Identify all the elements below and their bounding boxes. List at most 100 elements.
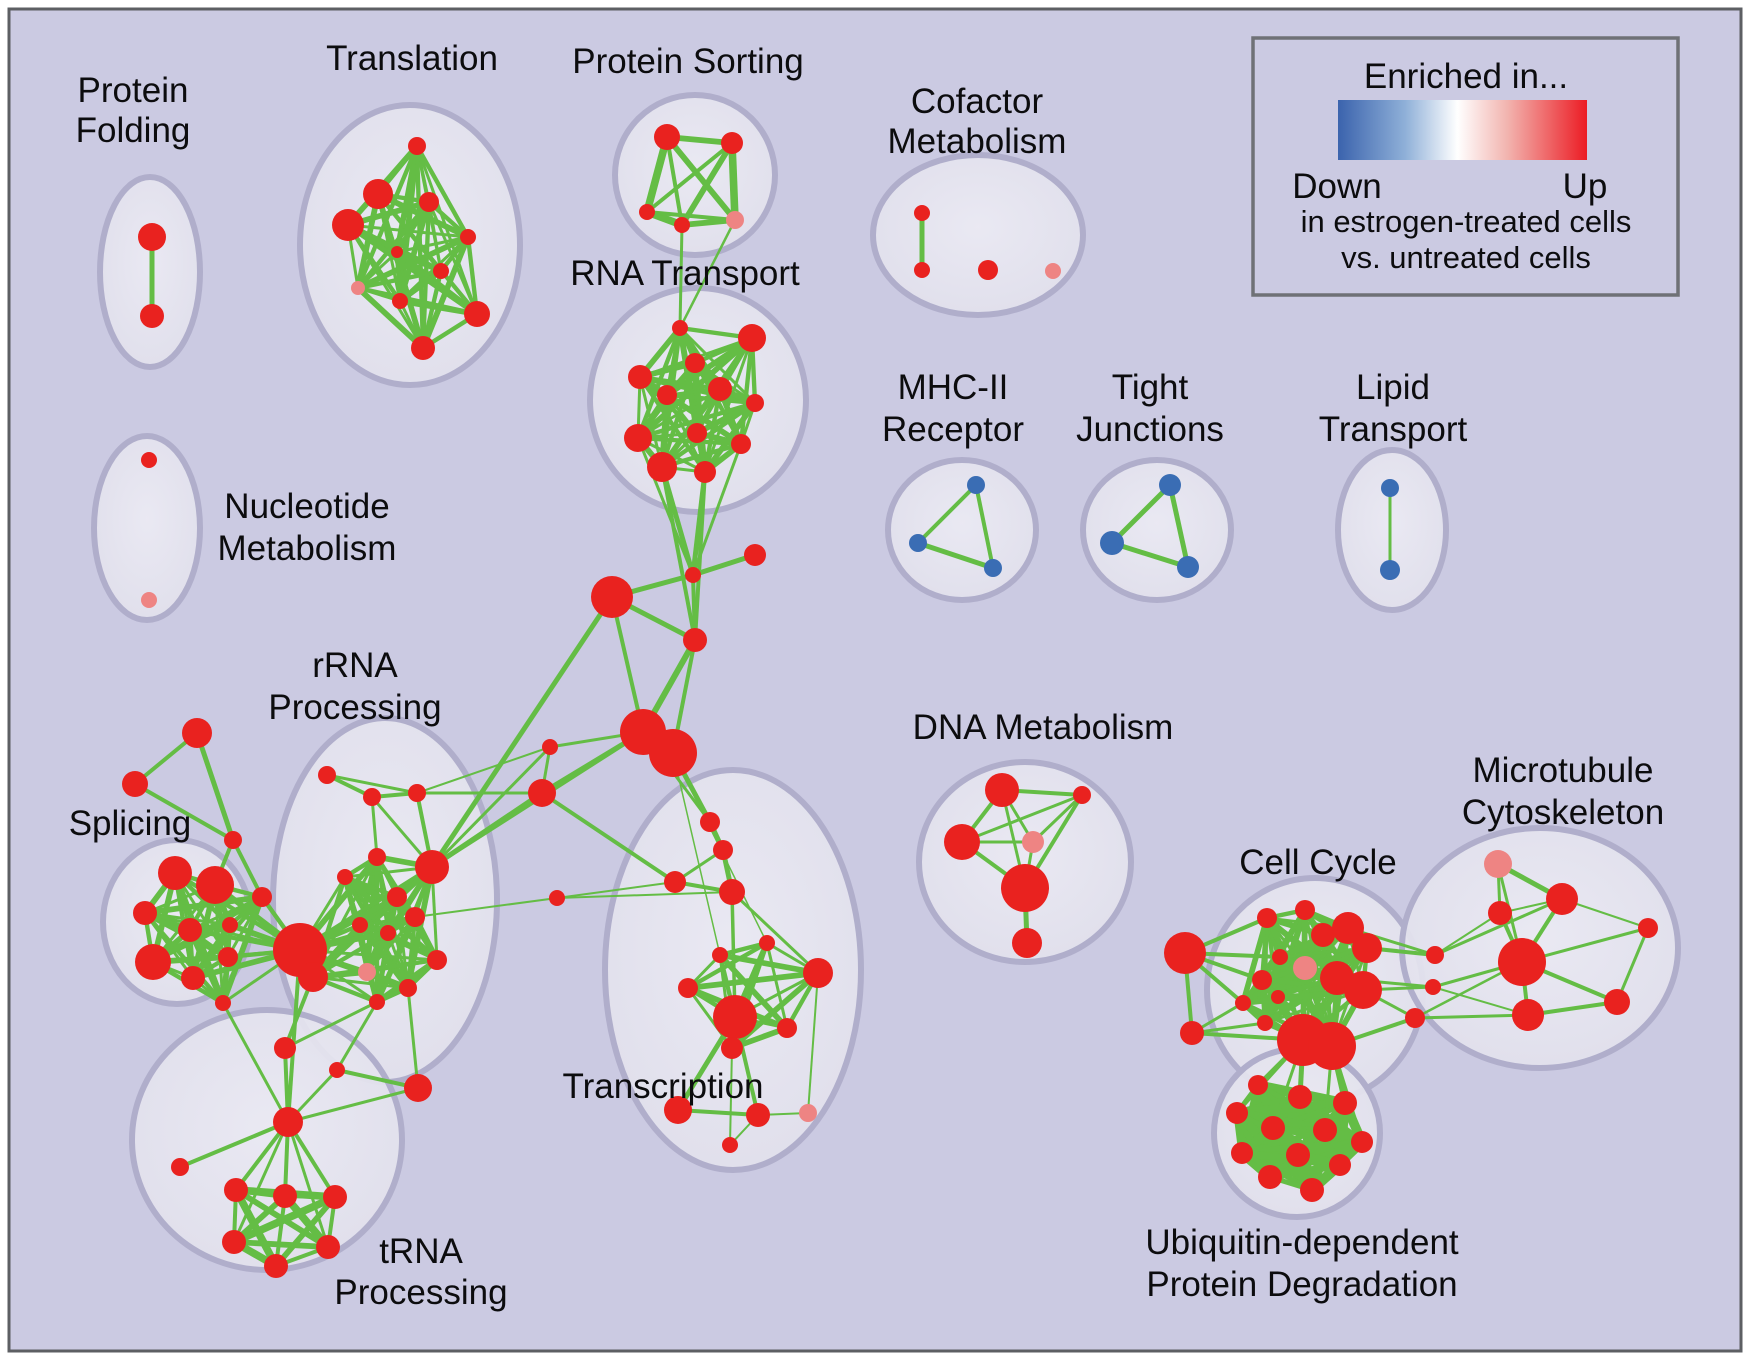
network-edge [191, 895, 264, 980]
network-node-TRH [273, 1107, 303, 1137]
legend-up-label: Up [1563, 167, 1608, 206]
network-node-T10 [411, 336, 435, 360]
network-edge [678, 224, 684, 329]
network-node-TJ2 [1177, 556, 1199, 578]
network-edge [637, 387, 721, 440]
network-node-R8 [352, 917, 368, 933]
network-edge [220, 896, 265, 1004]
network-node-RB1 [298, 962, 328, 992]
cluster-label-nucleotide-metabolism: Nucleotide [224, 487, 389, 526]
network-edge [233, 1239, 329, 1250]
network-node-R0 [318, 766, 336, 784]
network-node-PS0 [654, 124, 680, 150]
network-node-TX10 [721, 1037, 743, 1059]
network-node-TRS [171, 1158, 189, 1176]
network-edge [636, 437, 695, 576]
network-node-M0 [967, 476, 985, 494]
network-node-R2 [408, 784, 426, 802]
cluster-label-protein-folding: Protein [78, 71, 189, 110]
network-node-R5 [415, 850, 449, 884]
network-node-RT3 [685, 353, 705, 373]
network-node-TH5 [264, 1254, 288, 1278]
network-edge [664, 135, 738, 222]
network-edge [335, 1001, 379, 1071]
network-node-R1 [363, 788, 381, 806]
network-node-TX4 [712, 947, 728, 963]
network-edge [610, 596, 645, 733]
network-node-RT4 [657, 385, 677, 405]
network-node-CN1 [1425, 979, 1441, 995]
network-edge [1434, 912, 1501, 956]
network-node-U2 [1333, 1091, 1357, 1115]
network-node-RT0 [672, 320, 688, 336]
network-node-TX9 [777, 1018, 797, 1038]
network-edge [717, 953, 790, 1030]
network-node-SP9 [252, 887, 272, 907]
cluster-label-microtubule-cytoskeleton: Microtubule [1473, 751, 1654, 790]
network-node-CC14 [1257, 1015, 1273, 1031]
network-node-U9 [1329, 1154, 1351, 1176]
network-node-CC6 [1352, 933, 1382, 963]
network-node-TX12 [746, 1103, 770, 1127]
network-node-L1 [1380, 560, 1400, 580]
cluster-ellipse-tight-junctions [1080, 457, 1234, 603]
network-node-U7 [1231, 1142, 1253, 1164]
network-node-T4 [460, 229, 476, 245]
network-edge [1240, 917, 1270, 1004]
network-node-M2 [984, 559, 1002, 577]
network-edge [728, 142, 739, 221]
network-node-TH0 [224, 1178, 248, 1202]
network-edge [1434, 897, 1563, 957]
network-node-RT9 [731, 434, 751, 454]
network-node-TX14 [722, 1137, 738, 1153]
network-edge [420, 270, 444, 349]
network-node-R15 [329, 1062, 345, 1078]
network-node-PF1 [140, 304, 164, 328]
network-node-S2 [224, 831, 242, 849]
network-node-RT8 [687, 423, 707, 443]
network-node-T5 [391, 246, 403, 258]
network-node-CC0 [1164, 932, 1206, 974]
network-node-LS1 [528, 779, 556, 807]
network-edge [221, 1002, 290, 1123]
network-node-TX5 [759, 935, 775, 951]
cluster-label-cofactor-metabolism: Metabolism [888, 122, 1067, 161]
network-node-CC3 [1295, 900, 1315, 920]
network-edge [687, 970, 819, 991]
network-node-TX13 [799, 1104, 817, 1122]
network-node-PF0 [138, 223, 166, 251]
network-node-R16 [404, 1074, 432, 1102]
cluster-label-trna-processing: Processing [334, 1273, 507, 1312]
network-node-TX8 [713, 995, 757, 1039]
network-edge [1031, 793, 1084, 844]
network-edge [427, 201, 443, 272]
network-edge [917, 540, 994, 571]
network-node-D4 [1001, 864, 1049, 912]
network-node-CN0 [1426, 946, 1444, 964]
network-node-R4 [337, 869, 353, 885]
network-node-MT4 [1512, 999, 1544, 1031]
network-node-MT0 [1484, 850, 1512, 878]
network-edge [1432, 986, 1529, 1016]
network-edge [231, 839, 264, 898]
network-edge [357, 268, 442, 291]
network-node-RH0 [685, 567, 701, 583]
network-node-MT6 [1638, 918, 1658, 938]
network-node-SP0 [158, 856, 192, 890]
network-node-CC9 [1252, 970, 1272, 990]
legend-caption: vs. untreated cells [1341, 240, 1591, 275]
network-edge [1191, 1021, 1266, 1035]
network-node-LS2 [549, 890, 565, 906]
network-node-U5 [1313, 1118, 1337, 1142]
network-edge [406, 987, 420, 1089]
network-node-U3 [1226, 1102, 1248, 1124]
network-node-T3 [419, 192, 439, 212]
network-edge [232, 1121, 290, 1243]
network-node-S0 [182, 718, 212, 748]
network-node-S1 [122, 771, 148, 797]
network-edge [916, 483, 978, 545]
network-edge [961, 793, 1083, 844]
network-edge [144, 894, 263, 916]
network-node-X1 [649, 729, 697, 777]
network-node-SP8 [215, 995, 231, 1011]
